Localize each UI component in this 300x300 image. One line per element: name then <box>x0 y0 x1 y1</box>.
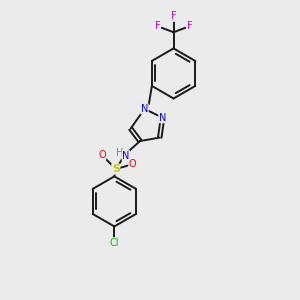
Text: N: N <box>159 113 166 123</box>
Text: N: N <box>122 151 130 161</box>
Text: Cl: Cl <box>110 238 119 248</box>
Text: F: F <box>154 21 160 31</box>
Text: H: H <box>116 148 124 158</box>
Text: S: S <box>112 164 120 174</box>
Text: O: O <box>129 159 136 169</box>
Text: N: N <box>141 104 148 114</box>
Text: F: F <box>171 11 176 21</box>
Text: O: O <box>98 150 106 160</box>
Text: F: F <box>187 21 193 31</box>
